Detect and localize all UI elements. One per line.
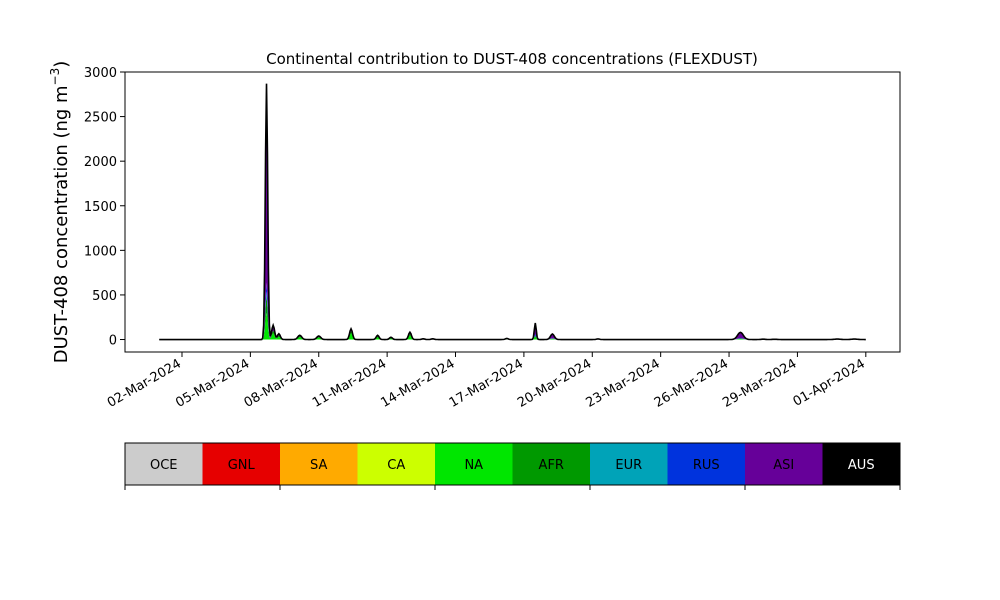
colorbar-swatch-oce [125, 443, 203, 485]
colorbar-swatch-sa [280, 443, 358, 485]
y-axis-label: DUST-408 concentration (ng m−3) [48, 61, 72, 364]
y-tick-label: 500 [92, 289, 117, 304]
x-tick-label: 08-Mar-2024 [242, 356, 321, 410]
colorbar-swatch-afr [512, 443, 591, 485]
y-axis: 0 500 1000 1500 2000 2500 3000 [84, 66, 125, 349]
region-colorbar: OCE GNL SA CA NA AFR EUR RUS ASI AUS [124, 442, 901, 490]
colorbar-swatch-eur [590, 443, 668, 485]
colorbar-label-oce: OCE [150, 458, 178, 473]
colorbar-swatch-na [435, 443, 513, 485]
colorbar-label-na: NA [464, 458, 483, 473]
chart-title: Continental contribution to DUST-408 con… [266, 50, 758, 68]
colorbar-label-sa: SA [310, 458, 327, 473]
y-tick-label: 2000 [84, 155, 117, 170]
colorbar-swatch-rus [667, 443, 746, 485]
y-tick-label: 0 [109, 334, 117, 349]
colorbar-frame [124, 442, 901, 486]
colorbar-label-eur: EUR [615, 458, 642, 473]
x-tick-label: 23-Mar-2024 [584, 356, 663, 410]
y-tick-label: 1500 [84, 200, 117, 215]
chart-plot-area [124, 71, 901, 353]
colorbar-label-ca: CA [387, 458, 405, 473]
plot-frame [124, 71, 901, 353]
x-tick-label: 14-Mar-2024 [378, 356, 457, 410]
y-tick-label: 1000 [84, 244, 117, 259]
x-axis: 02-Mar-202405-Mar-202408-Mar-202411-Mar-… [105, 352, 868, 411]
x-tick-label: 20-Mar-2024 [515, 356, 594, 410]
colorbar-label-aus: AUS [848, 458, 875, 473]
x-tick-label: 01-Apr-2024 [791, 356, 868, 409]
y-tick-label: 2500 [84, 111, 117, 126]
x-tick-label: 02-Mar-2024 [105, 356, 184, 410]
x-tick-label: 26-Mar-2024 [652, 356, 731, 410]
x-tick-label: 11-Mar-2024 [310, 356, 389, 410]
colorbar-label-gnl: GNL [228, 458, 256, 473]
colorbar-label-afr: AFR [539, 458, 564, 473]
colorbar-label-rus: RUS [693, 458, 720, 473]
x-tick-label: 05-Mar-2024 [173, 356, 252, 410]
x-tick-label: 17-Mar-2024 [447, 356, 526, 410]
colorbar-swatch-aus [822, 443, 901, 485]
colorbar-swatch-gnl [202, 443, 281, 485]
x-tick-label: 29-Mar-2024 [720, 356, 799, 410]
colorbar-label-asi: ASI [773, 458, 794, 473]
y-tick-label: 3000 [84, 66, 117, 81]
total-concentration-line [159, 83, 866, 341]
colorbar-swatch-ca [357, 443, 436, 485]
colorbar-swatch-asi [745, 443, 823, 485]
